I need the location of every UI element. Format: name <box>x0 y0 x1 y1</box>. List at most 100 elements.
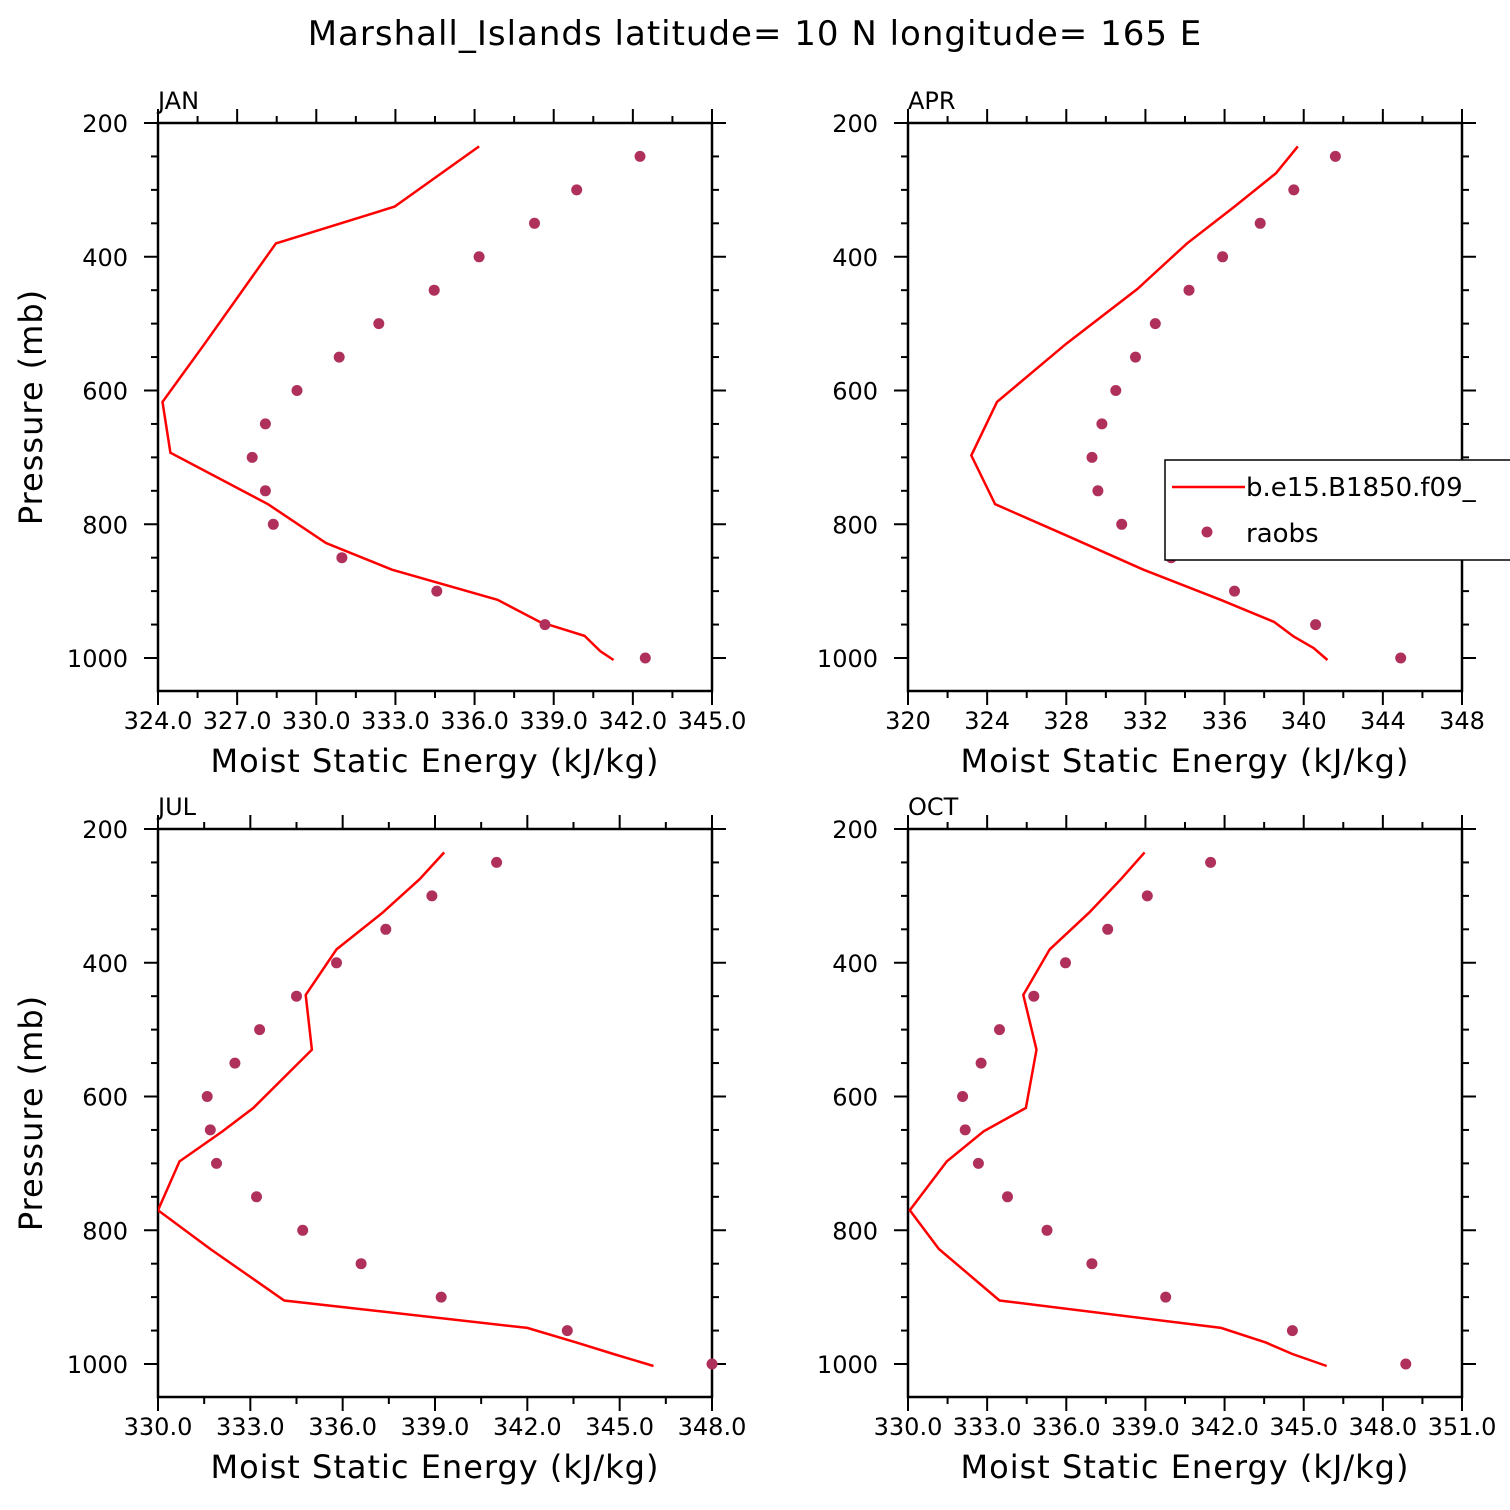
figure-title: Marshall_Islands latitude= 10 N longitud… <box>308 14 1203 54</box>
obs-point <box>251 1191 262 1203</box>
obs-point <box>333 351 345 363</box>
y-tick-label: 200 <box>832 816 878 844</box>
x-tick-label: 336.0 <box>1032 1413 1101 1441</box>
panel-label: OCT <box>908 793 959 821</box>
x-tick-label: 339.0 <box>519 707 588 735</box>
model-line <box>969 145 1329 661</box>
obs-point <box>355 1258 367 1270</box>
obs-point <box>1096 418 1108 430</box>
obs-point <box>1217 251 1229 263</box>
legend-obs-label: raobs <box>1246 519 1319 549</box>
y-tick-label: 600 <box>82 1084 128 1112</box>
obs-point <box>229 1057 241 1069</box>
obs-point <box>1002 1191 1013 1203</box>
obs-point <box>1400 1358 1412 1370</box>
x-tick-label: 344 <box>1360 707 1406 735</box>
y-tick-label: 1000 <box>67 645 128 673</box>
obs-point <box>1086 1258 1098 1270</box>
x-tick-label: 330.0 <box>124 1413 193 1441</box>
panel-label: JAN <box>156 87 199 115</box>
x-tick-label: 332 <box>1123 707 1169 735</box>
obs-point <box>1028 990 1040 1002</box>
x-tick-label: 320 <box>885 707 931 735</box>
obs-point <box>1110 385 1122 396</box>
x-tick-label: 324.0 <box>124 707 193 735</box>
x-tick-label: 336.0 <box>440 707 509 735</box>
obs-point <box>336 552 348 564</box>
y-tick-label: 800 <box>832 1217 878 1245</box>
obs-point <box>1116 518 1128 530</box>
obs-point <box>1149 318 1161 330</box>
y-axis-label: Pressure (mb) <box>12 995 50 1231</box>
obs-point <box>539 619 551 631</box>
obs-point <box>1395 652 1407 664</box>
y-tick-label: 600 <box>832 1084 878 1112</box>
y-tick-label: 400 <box>82 950 128 978</box>
panel-jul: 200 400 600 800 1000 330.0 333.0 336.0 339.0 342.… <box>12 793 746 1486</box>
x-tick-label: 348 <box>1439 707 1485 735</box>
obs-point <box>259 418 271 430</box>
y-tick-label: 400 <box>832 950 878 978</box>
x-tick-label: 345.0 <box>1269 1413 1338 1441</box>
obs-point <box>1041 1224 1053 1236</box>
y-tick-label: 200 <box>82 816 128 844</box>
panel-oct: 200 400 600 800 1000 330.0 333.0 336.0 339.0 342.… <box>817 793 1496 1486</box>
obs-point <box>211 1157 222 1169</box>
legend-box <box>1164 459 1510 561</box>
x-tick-label: 336 <box>1202 707 1248 735</box>
y-tick-label: 1000 <box>817 645 878 673</box>
obs-point <box>428 284 440 296</box>
x-tick-label: 348.0 <box>678 1413 747 1441</box>
obs-point <box>297 1224 309 1236</box>
legend: b.e15.B1850.f09_ raobs <box>1164 459 1510 561</box>
obs-point <box>246 451 258 463</box>
panel-apr: 200 400 600 800 1000 320 324 328 332 336 340 344 348… <box>817 87 1485 780</box>
model-line <box>908 851 1328 1368</box>
y-tick-label: 600 <box>82 378 128 406</box>
x-axis-label: Moist Static Energy (kJ/kg) <box>961 742 1410 780</box>
x-tick-label: 340 <box>1281 707 1327 735</box>
x-tick-label: 333.0 <box>361 707 430 735</box>
model-line <box>161 145 615 662</box>
y-tick-label: 200 <box>82 110 128 138</box>
y-axis-label: Pressure (mb) <box>12 289 50 525</box>
panel-label: JUL <box>156 793 197 821</box>
x-tick-label: 330.0 <box>282 707 351 735</box>
y-tick-label: 800 <box>82 1217 128 1245</box>
y-tick-label: 400 <box>832 244 878 272</box>
plot-frame <box>156 121 714 693</box>
obs-point <box>380 923 392 935</box>
obs-point <box>435 1291 447 1303</box>
obs-point <box>1102 923 1114 935</box>
x-tick-label: 342.0 <box>598 707 667 735</box>
y-tick-label: 200 <box>832 110 878 138</box>
x-tick-label: 348.0 <box>1348 1413 1417 1441</box>
obs-point <box>975 1057 987 1069</box>
plot-frame <box>906 121 1464 693</box>
y-tick-label: 800 <box>82 511 128 539</box>
obs-point <box>431 585 443 597</box>
obs-point <box>561 1325 573 1337</box>
obs-point <box>1286 1325 1298 1337</box>
obs-point <box>491 856 503 868</box>
obs-point <box>1092 485 1104 497</box>
model-line <box>158 851 654 1368</box>
obs-point <box>1205 856 1217 868</box>
obs-point <box>1288 184 1300 196</box>
x-tick-label: 328 <box>1043 707 1089 735</box>
obs-point <box>1229 585 1240 597</box>
obs-point <box>373 318 385 330</box>
obs-point <box>634 150 646 162</box>
obs-point <box>706 1358 718 1370</box>
obs-point <box>1086 451 1098 463</box>
x-tick-label: 339.0 <box>1111 1413 1180 1441</box>
chart-panels: 200 400 600 800 1000 324.0 327.0 330.0 333.0 336.… <box>12 87 1496 1486</box>
obs-point <box>1183 284 1195 296</box>
x-tick-label: 351.0 <box>1428 1413 1497 1441</box>
obs-point <box>331 957 342 969</box>
obs-point <box>204 1124 216 1136</box>
x-tick-label: 345.0 <box>585 1413 654 1441</box>
obs-point <box>571 184 583 196</box>
x-tick-label: 342.0 <box>1190 1413 1259 1441</box>
obs-point <box>267 518 279 530</box>
